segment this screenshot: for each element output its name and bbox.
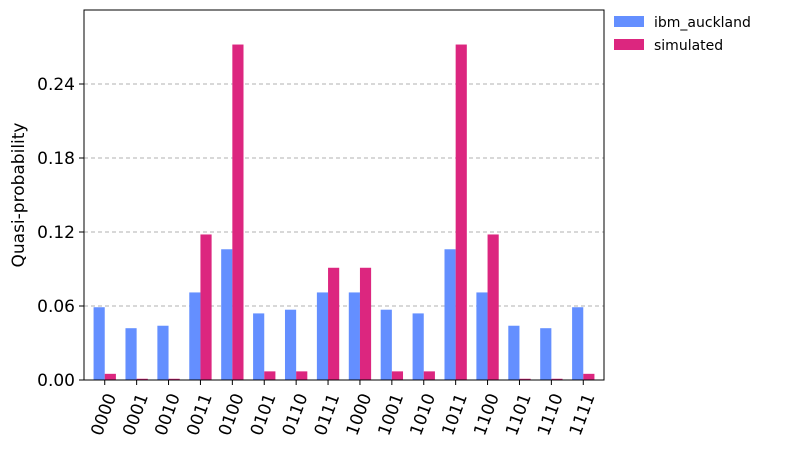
x-tick-label: 1011	[438, 391, 472, 438]
bar-ibm-auckland-0111	[316, 292, 329, 380]
x-tick-label: 1010	[406, 391, 440, 438]
bar-simulated-1101	[519, 378, 531, 380]
bar-simulated-1010	[423, 371, 435, 380]
bar-simulated-1001	[391, 371, 404, 380]
bar-ibm-auckland-0001	[125, 328, 137, 380]
bar-ibm-auckland-0011	[189, 292, 201, 380]
legend-label-ibm-auckland: ibm_auckland	[654, 15, 751, 31]
bar-simulated-1100	[487, 234, 499, 380]
bar-simulated-1110	[551, 378, 563, 380]
x-tick-label: 0010	[151, 391, 185, 438]
bar-simulated-1011	[455, 44, 467, 381]
bar-ibm-auckland-0101	[253, 313, 265, 380]
y-axis-label: Quasi-probability	[9, 123, 29, 268]
bar-simulated-0111	[328, 267, 340, 380]
x-tick-label: 1110	[534, 391, 568, 438]
bar-simulated-1111	[583, 373, 595, 380]
bar-ibm-auckland-0000	[93, 307, 105, 380]
bars	[93, 44, 595, 381]
bar-ibm-auckland-1000	[348, 292, 360, 380]
x-tick-label: 0000	[87, 391, 121, 438]
x-tick-label: 1111	[566, 391, 600, 438]
bar-ibm-auckland-1001	[380, 309, 392, 380]
bar-ibm-auckland-0110	[284, 309, 297, 380]
legend: ibm_auckland simulated	[614, 15, 751, 54]
x-tick-label: 0111	[311, 391, 345, 438]
bar-ibm-auckland-1100	[476, 292, 488, 380]
bar-simulated-0000	[104, 373, 116, 380]
bar-simulated-1000	[359, 267, 372, 380]
x-axis: 0000000100100011010001010110011110001001…	[87, 380, 600, 438]
legend-label-simulated: simulated	[654, 38, 723, 54]
legend-swatch-simulated	[614, 39, 644, 50]
y-tick-label: 0.00	[37, 371, 75, 391]
grid-lines	[84, 83, 604, 307]
bar-ibm-auckland-0010	[157, 325, 169, 380]
bar-simulated-0110	[296, 371, 308, 380]
bar-ibm-auckland-1011	[444, 249, 456, 380]
x-tick-label: 0001	[119, 391, 153, 438]
x-tick-label: 0011	[183, 391, 217, 438]
bar-simulated-0010	[168, 378, 180, 380]
x-tick-label: 1001	[375, 391, 409, 438]
y-tick-label: 0.24	[37, 75, 75, 95]
x-tick-label: 0101	[247, 391, 281, 438]
plot-frame	[83, 9, 605, 381]
bar-ibm-auckland-1010	[412, 313, 424, 380]
y-axis: 0.00 0.06 0.12 0.18 0.24	[37, 75, 84, 391]
x-tick-label: 1100	[470, 391, 504, 438]
x-tick-label: 1101	[502, 391, 536, 438]
bar-ibm-auckland-1101	[508, 325, 520, 380]
bar-simulated-0100	[232, 44, 244, 381]
x-tick-label: 0110	[279, 391, 313, 438]
x-tick-label: 0100	[215, 391, 249, 438]
bar-simulated-0001	[136, 378, 148, 380]
legend-swatch-ibm-auckland	[614, 16, 644, 27]
bar-ibm-auckland-1111	[572, 307, 584, 380]
bar-simulated-0101	[264, 371, 276, 380]
y-tick-label: 0.18	[37, 149, 75, 169]
bar-ibm-auckland-0100	[221, 249, 233, 380]
y-tick-label: 0.12	[37, 223, 75, 243]
bar-ibm-auckland-1110	[540, 328, 552, 380]
y-tick-label: 0.06	[37, 297, 75, 317]
bar-simulated-0011	[200, 234, 212, 380]
x-tick-label: 1000	[343, 391, 377, 438]
